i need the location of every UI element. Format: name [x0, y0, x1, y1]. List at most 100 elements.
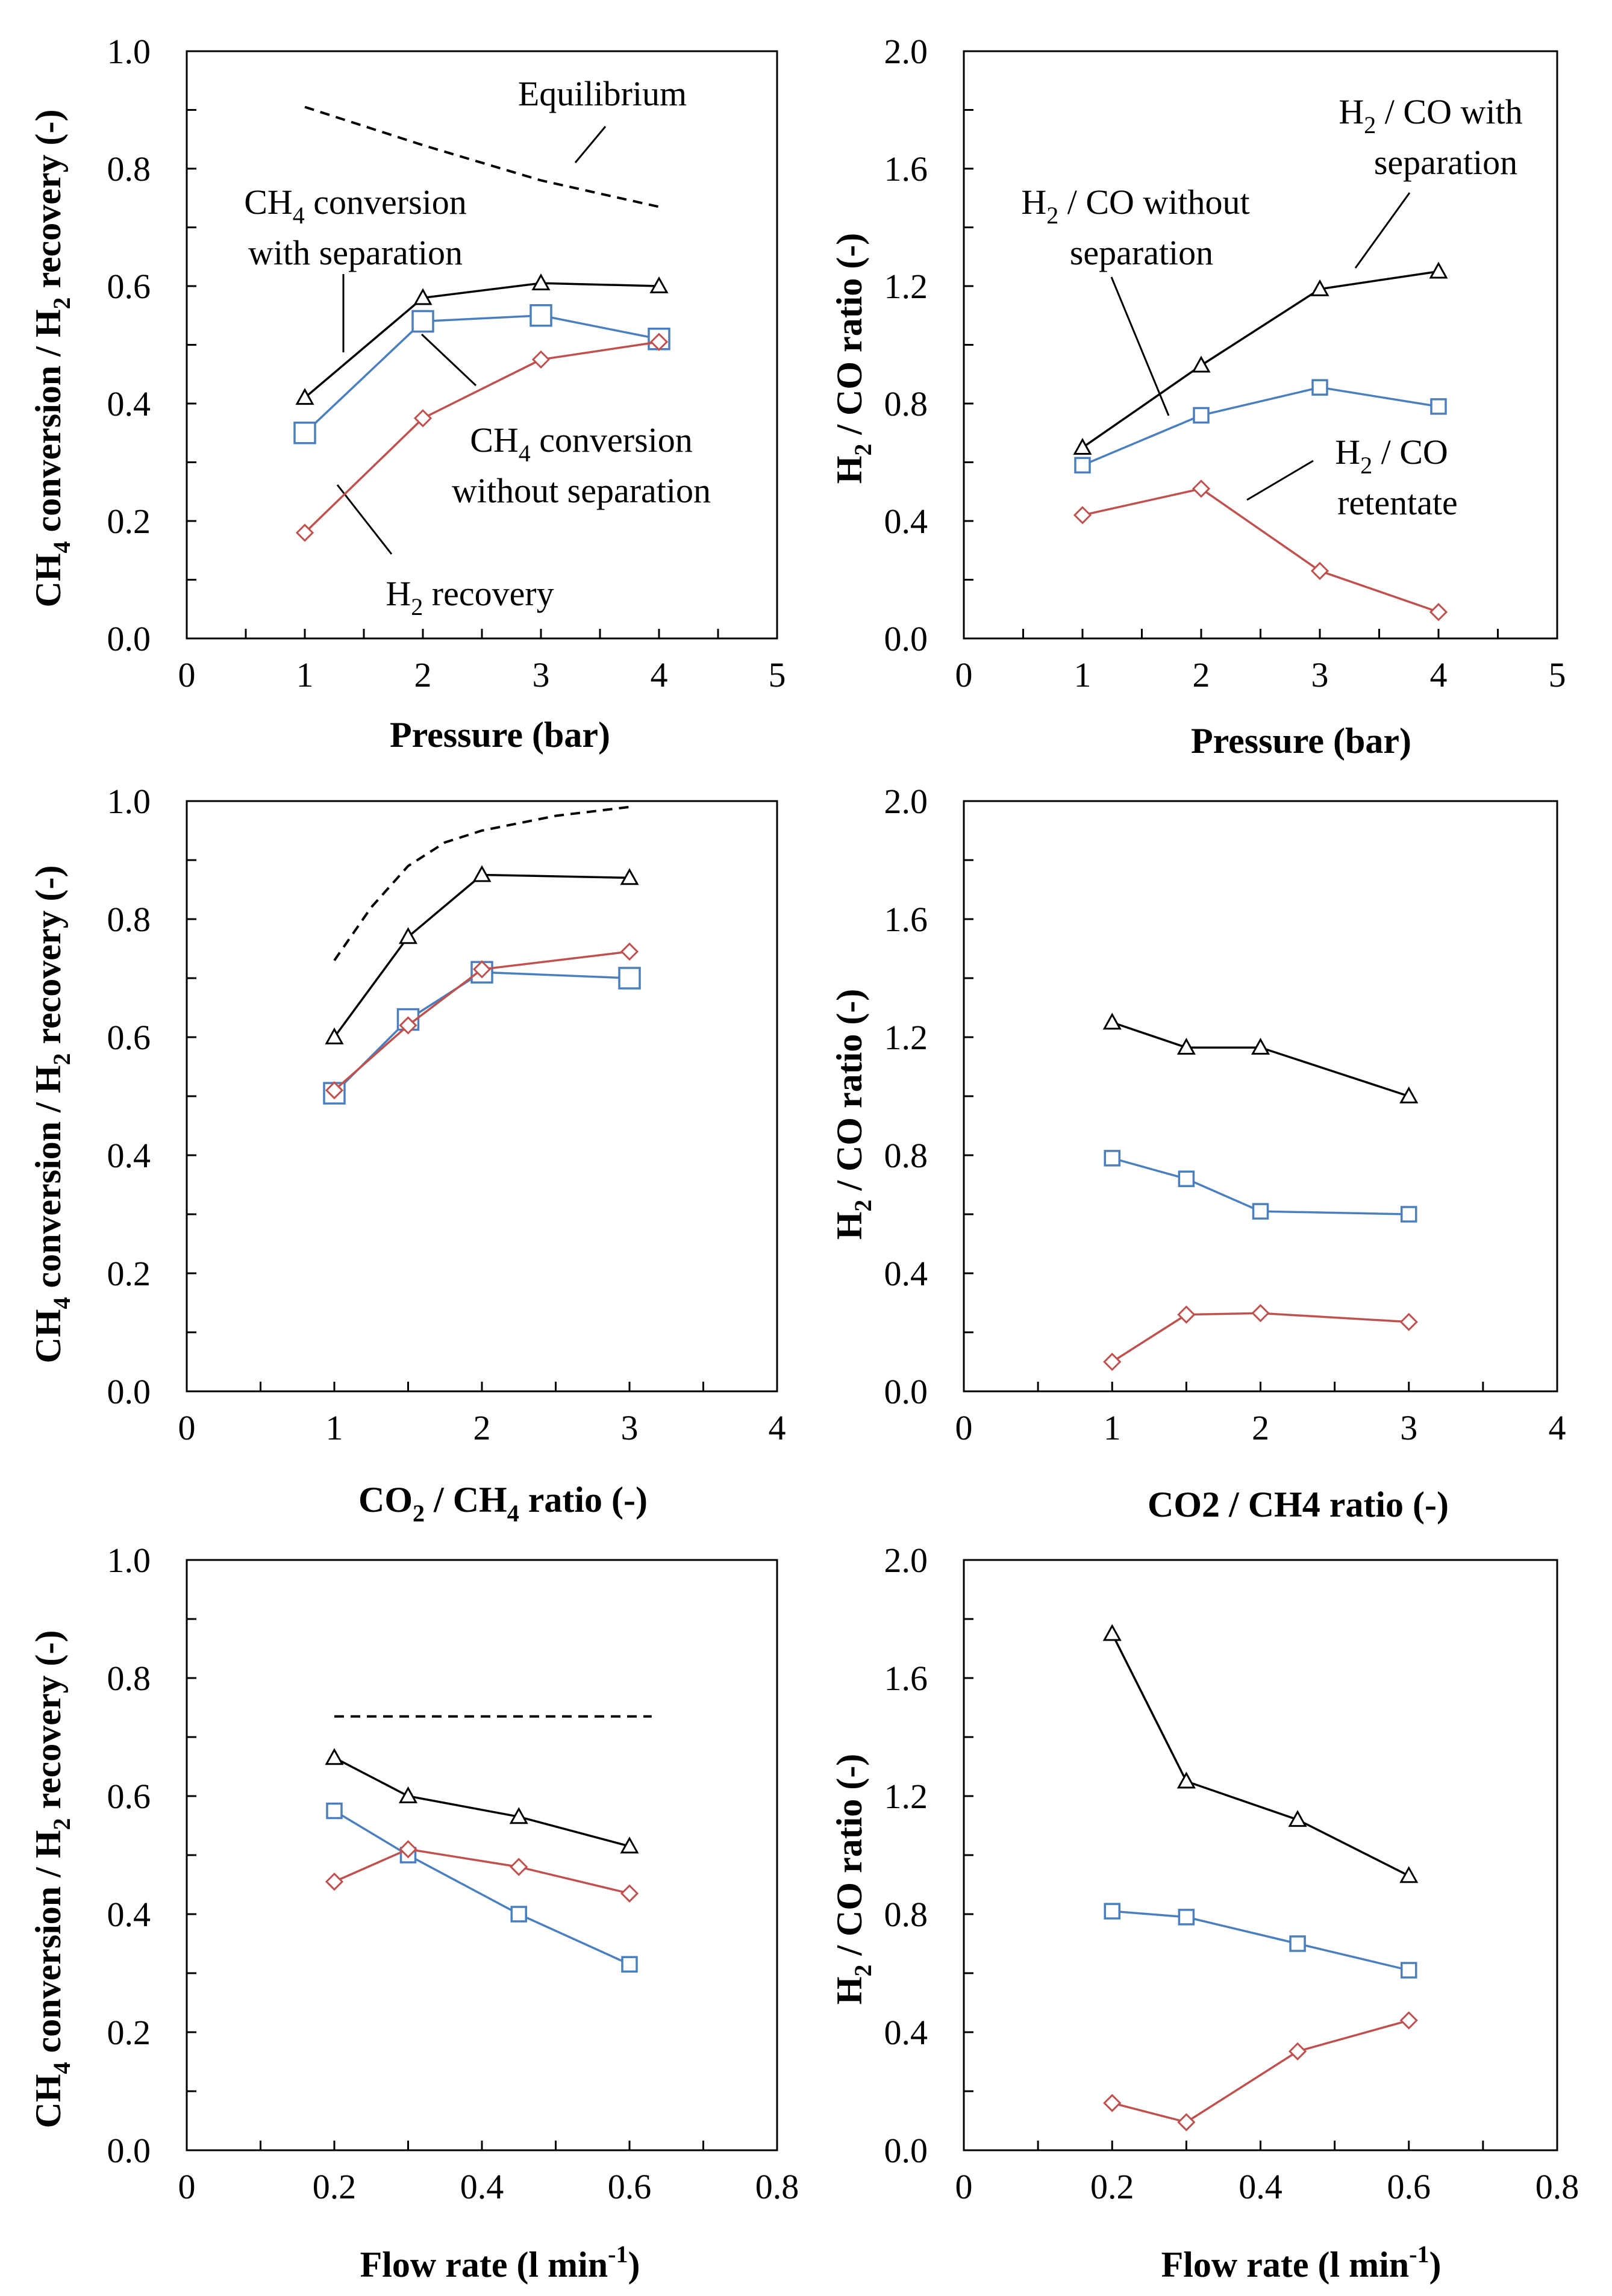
panel-a-point-ch4-conversion-with-separation	[413, 288, 433, 305]
panel-e-xtick-label: 0.2	[313, 2167, 357, 2206]
panel-c-line-h2-recovery	[333, 950, 630, 1091]
panel-f-line-h2-co-without-separation	[1112, 1910, 1410, 1971]
panel-f-xtick-label: 0.8	[1535, 2167, 1579, 2206]
panel-a-xtick-label: 1	[296, 655, 314, 694]
panel-a-ytick-label: 0.0	[107, 619, 151, 658]
panel-a-point-h2-recovery	[649, 332, 669, 351]
panel-c-ylabel: CH4 conversion / H2 recovery (-)	[28, 865, 75, 1363]
panel-b-point-h2-co-without-separation	[1311, 379, 1328, 396]
panel-f-xtick-label: 0	[955, 2167, 973, 2206]
panel-b-ytick-label: 0.8	[884, 384, 928, 423]
panel-c-line-ch4-conversion-without-separation	[333, 971, 630, 1094]
panel-b-ytick-label: 0.0	[884, 619, 928, 658]
panel-e-xtick-label: 0.8	[755, 2167, 799, 2206]
panel-c-point-ch4-conversion-without-separation	[618, 967, 641, 990]
panel-b-line-h2-co-retentate	[1082, 487, 1439, 613]
panel-d-point-h2-co-without-separation	[1178, 1170, 1195, 1187]
panel-d-point-h2-co-retentate	[1177, 1305, 1196, 1324]
leader-h2-recovery	[336, 484, 393, 555]
panel-a-point-ch4-conversion-without-separation	[411, 310, 434, 333]
panel-b-point-h2-co-retentate	[1310, 561, 1329, 580]
panel-b-xtick-label: 5	[1549, 655, 1566, 694]
panel-e-point-ch4-conversion-without-separation	[326, 1802, 343, 1820]
panel-f-xtick-label: 0.2	[1090, 2167, 1134, 2206]
panel-b-xtick-label: 3	[1311, 655, 1329, 694]
panel-f-ytick-label: 0.8	[884, 1895, 928, 1934]
panel-a-point-h2-recovery	[531, 350, 551, 369]
panel-f-point-h2-co-retentate	[1103, 2094, 1122, 2112]
panel-a-xtick-label: 0	[178, 655, 196, 694]
panel-a-point-ch4-conversion-without-separation	[530, 304, 552, 327]
panel-d-ytick-label: 1.2	[884, 1018, 928, 1057]
panel-c-point-ch4-conversion-with-separation	[398, 927, 418, 944]
panel-d-xtick-label: 3	[1400, 1408, 1417, 1447]
panel-d-xtick-label: 0	[955, 1408, 973, 1447]
panel-a-xtick-label: 2	[414, 655, 432, 694]
panel-b-line-h2-co-without-separation	[1082, 386, 1439, 467]
panel-c-ytick-label: 0.0	[107, 1372, 151, 1411]
panel-a-ytick-label: 0.2	[107, 502, 151, 541]
panel-d-ytick-label: 0.0	[884, 1372, 928, 1411]
panel-e-ytick-label: 0.0	[107, 2131, 151, 2170]
panel-f-point-h2-co-with-separation	[1399, 1866, 1419, 1883]
panel-d-point-h2-co-retentate	[1251, 1304, 1270, 1323]
panel-a-line-equilibrium	[304, 105, 660, 208]
panel-b-ytick-label: 0.4	[884, 502, 928, 541]
panel-f-line-h2-co-retentate	[1111, 2019, 1410, 2124]
panel-b-point-h2-co-without-separation	[1074, 457, 1091, 474]
panel-d-ytick-label: 0.4	[884, 1254, 928, 1293]
panel-c-point-h2-recovery	[472, 960, 492, 979]
panel-e-ylabel: CH4 conversion / H2 recovery (-)	[28, 1630, 75, 2128]
panel-c-ytick-label: 0.8	[107, 900, 151, 939]
leader-equilibrium	[574, 126, 607, 163]
panel-f-point-h2-co-retentate	[1177, 2113, 1196, 2132]
panel-b-ylabel: H2 / CO ratio (-)	[829, 233, 876, 484]
panel-c-point-h2-recovery	[399, 1016, 417, 1035]
panel-b-ytick-label: 1.2	[884, 267, 928, 306]
leader-ratio-with-sep	[1354, 192, 1411, 269]
panel-c-xlabel: CO2 / CH4 ratio (-)	[358, 1480, 648, 1527]
panel-f-xtick-label: 0.4	[1239, 2167, 1282, 2206]
panel-b-point-h2-co-with-separation	[1073, 438, 1092, 455]
panel-a-line-h2-recovery	[304, 340, 660, 534]
panel-c-ytick-label: 0.4	[107, 1136, 151, 1175]
panel-d-point-h2-co-without-separation	[1252, 1203, 1269, 1220]
panel-d-ytick-label: 2.0	[884, 782, 928, 821]
panel-a-ytick-label: 0.4	[107, 384, 151, 423]
panel-e-ytick-label: 0.8	[107, 1659, 151, 1698]
panel-a-point-ch4-conversion-with-separation	[295, 388, 314, 405]
panel-e-point-h2-recovery	[620, 1884, 639, 1903]
annotation-ratio-retentate: H2 / CO retentate	[1335, 432, 1458, 522]
panel-d-ytick-label: 0.8	[884, 1136, 928, 1175]
panel-c-point-h2-recovery	[620, 942, 639, 961]
panel-b-point-h2-co-with-separation	[1192, 355, 1211, 373]
panel-e-point-ch4-conversion-with-separation	[398, 1786, 418, 1803]
panel-e-ytick-label: 0.2	[107, 2013, 151, 2052]
panel-e-point-ch4-conversion-with-separation	[509, 1807, 528, 1824]
panel-d-point-h2-co-without-separation	[1104, 1150, 1120, 1167]
panel-d-xtick-label: 4	[1549, 1408, 1566, 1447]
panel-e-xtick-label: 0.4	[460, 2167, 504, 2206]
panel-e-xlabel: Flow rate (l min-1)	[360, 2241, 640, 2285]
panel-b-point-h2-co-with-separation	[1310, 279, 1329, 296]
panel-e-line-ch4-conversion-with-separation	[334, 1756, 630, 1847]
panel-a-xlabel: Pressure (bar)	[390, 715, 610, 755]
panel-e-point-ch4-conversion-without-separation	[621, 1956, 638, 1973]
panel-b-point-h2-co-retentate	[1429, 603, 1448, 622]
panel-d-point-h2-co-with-separation	[1399, 1086, 1419, 1103]
panel-b-xtick-label: 4	[1430, 655, 1448, 694]
panel-d-point-h2-co-retentate	[1399, 1312, 1418, 1331]
panel-f-point-h2-co-without-separation	[1401, 1962, 1417, 1979]
panel-e-point-h2-recovery	[510, 1858, 528, 1876]
panel-d-xtick-label: 1	[1104, 1408, 1121, 1447]
panel-c-line-equilibrium	[333, 805, 630, 961]
panel-d-point-h2-co-with-separation	[1251, 1038, 1270, 1055]
panel-b-point-h2-co-with-separation	[1429, 261, 1448, 279]
panel-a-point-h2-recovery	[413, 409, 433, 428]
panel-a-ylabel: CH4 conversion / H2 recovery (-)	[28, 109, 75, 607]
panel-a-ytick-label: 0.6	[107, 267, 151, 306]
panel-d-line-h2-co-with-separation	[1111, 1021, 1410, 1097]
annotation-equilibrium: Equilibrium	[518, 74, 687, 113]
panel-d-line-h2-co-without-separation	[1111, 1157, 1409, 1215]
